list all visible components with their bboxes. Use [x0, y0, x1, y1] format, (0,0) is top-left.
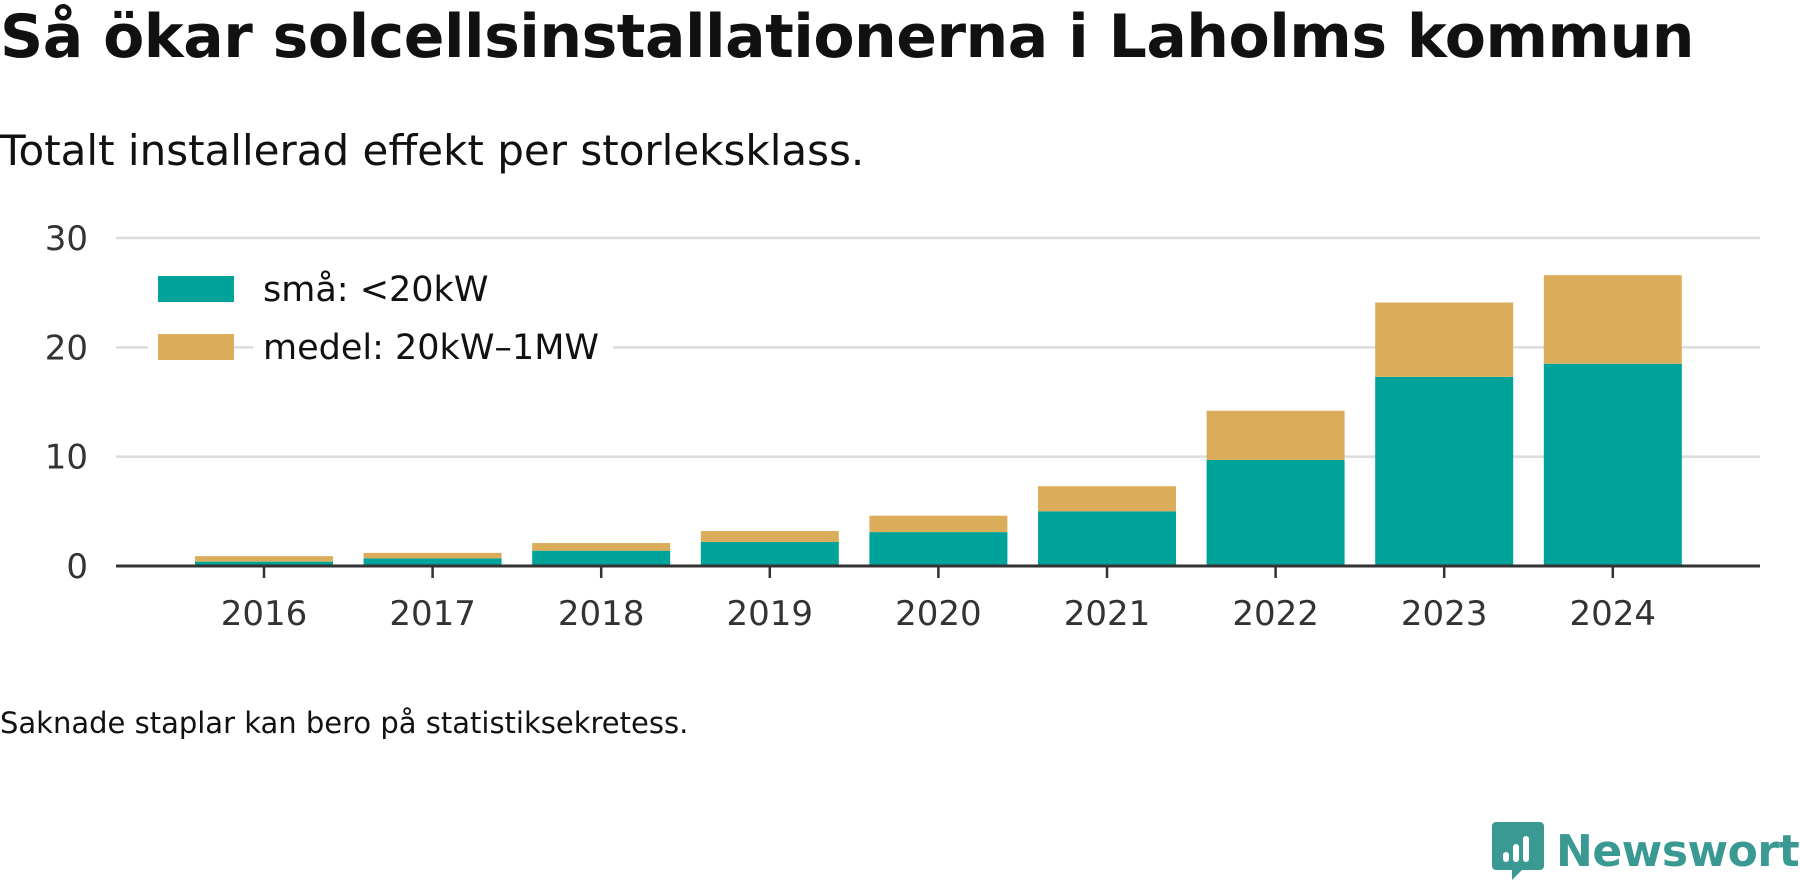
y-tick-label: 10: [45, 438, 88, 478]
x-tick-label: 2021: [1064, 594, 1151, 634]
x-axis: 2016 2017 2018 2019 2020 2021 2022 2023 2024: [116, 564, 1760, 634]
legend-label: medel: 20kW–1MW: [263, 328, 599, 368]
bar-segment-small: [1038, 511, 1176, 566]
x-tick-label: 2016: [221, 594, 308, 634]
y-tick-label: 20: [45, 328, 88, 368]
bar-segment-small: [532, 550, 671, 566]
brand-logo: Newsworthy: [1492, 822, 1800, 880]
stacked-bar-chart: 0 10 20 30 2016 2017 2018 2019 2020 2021 2022 2023…: [45, 219, 1760, 634]
bar-segment-medium: [869, 515, 1008, 533]
bar-segment-small: [1543, 363, 1682, 566]
bar-segment-small: [869, 532, 1008, 566]
y-tick-label: 30: [45, 219, 88, 259]
bar-segment-small: [700, 541, 839, 566]
bar-segment-medium: [1206, 410, 1345, 460]
legend-label: små: <20kW: [263, 269, 488, 310]
x-tick-label: 2022: [1232, 594, 1319, 634]
y-axis-ticks: 0 10 20 30: [45, 219, 88, 587]
chart-subtitle: Totalt installerad effekt per storlekskl…: [0, 126, 865, 175]
bar-segment-small: [1375, 376, 1514, 566]
bar-segment-small: [195, 561, 333, 566]
bar-segment-medium: [532, 543, 671, 551]
legend-label-bg: [253, 267, 503, 312]
legend-swatch: [158, 276, 234, 302]
x-tick-label: 2023: [1401, 594, 1488, 634]
bar-segment-medium: [1543, 275, 1682, 364]
bar-segment-small: [363, 558, 502, 566]
bar-segment-medium: [700, 531, 839, 542]
legend-swatch: [158, 334, 234, 360]
x-tick-label: 2024: [1570, 594, 1657, 634]
brand-name: Newsworthy: [1556, 825, 1800, 877]
bars: [195, 275, 1682, 566]
x-tick-label: 2017: [389, 594, 476, 634]
legend: små: <20kW medel: 20kW–1MW: [148, 267, 614, 370]
x-tick-label: 2018: [558, 594, 645, 634]
y-tick-label: 0: [66, 547, 88, 587]
bar-segment-medium: [195, 556, 333, 562]
newsworthy-logo-icon: [1492, 822, 1544, 880]
bar-segment-medium: [1038, 486, 1176, 512]
bar-segment-medium: [363, 552, 502, 559]
bar-segment-medium: [1375, 302, 1514, 377]
page-title: Så ökar solcellsinstallationerna i Lahol…: [0, 2, 1694, 72]
x-tick-label: 2020: [895, 594, 982, 634]
footnote: Saknade staplar kan bero på statistiksek…: [0, 706, 689, 740]
bar-segment-small: [1206, 459, 1345, 566]
legend-label-bg: [253, 326, 614, 370]
x-tick-label: 2019: [727, 594, 814, 634]
